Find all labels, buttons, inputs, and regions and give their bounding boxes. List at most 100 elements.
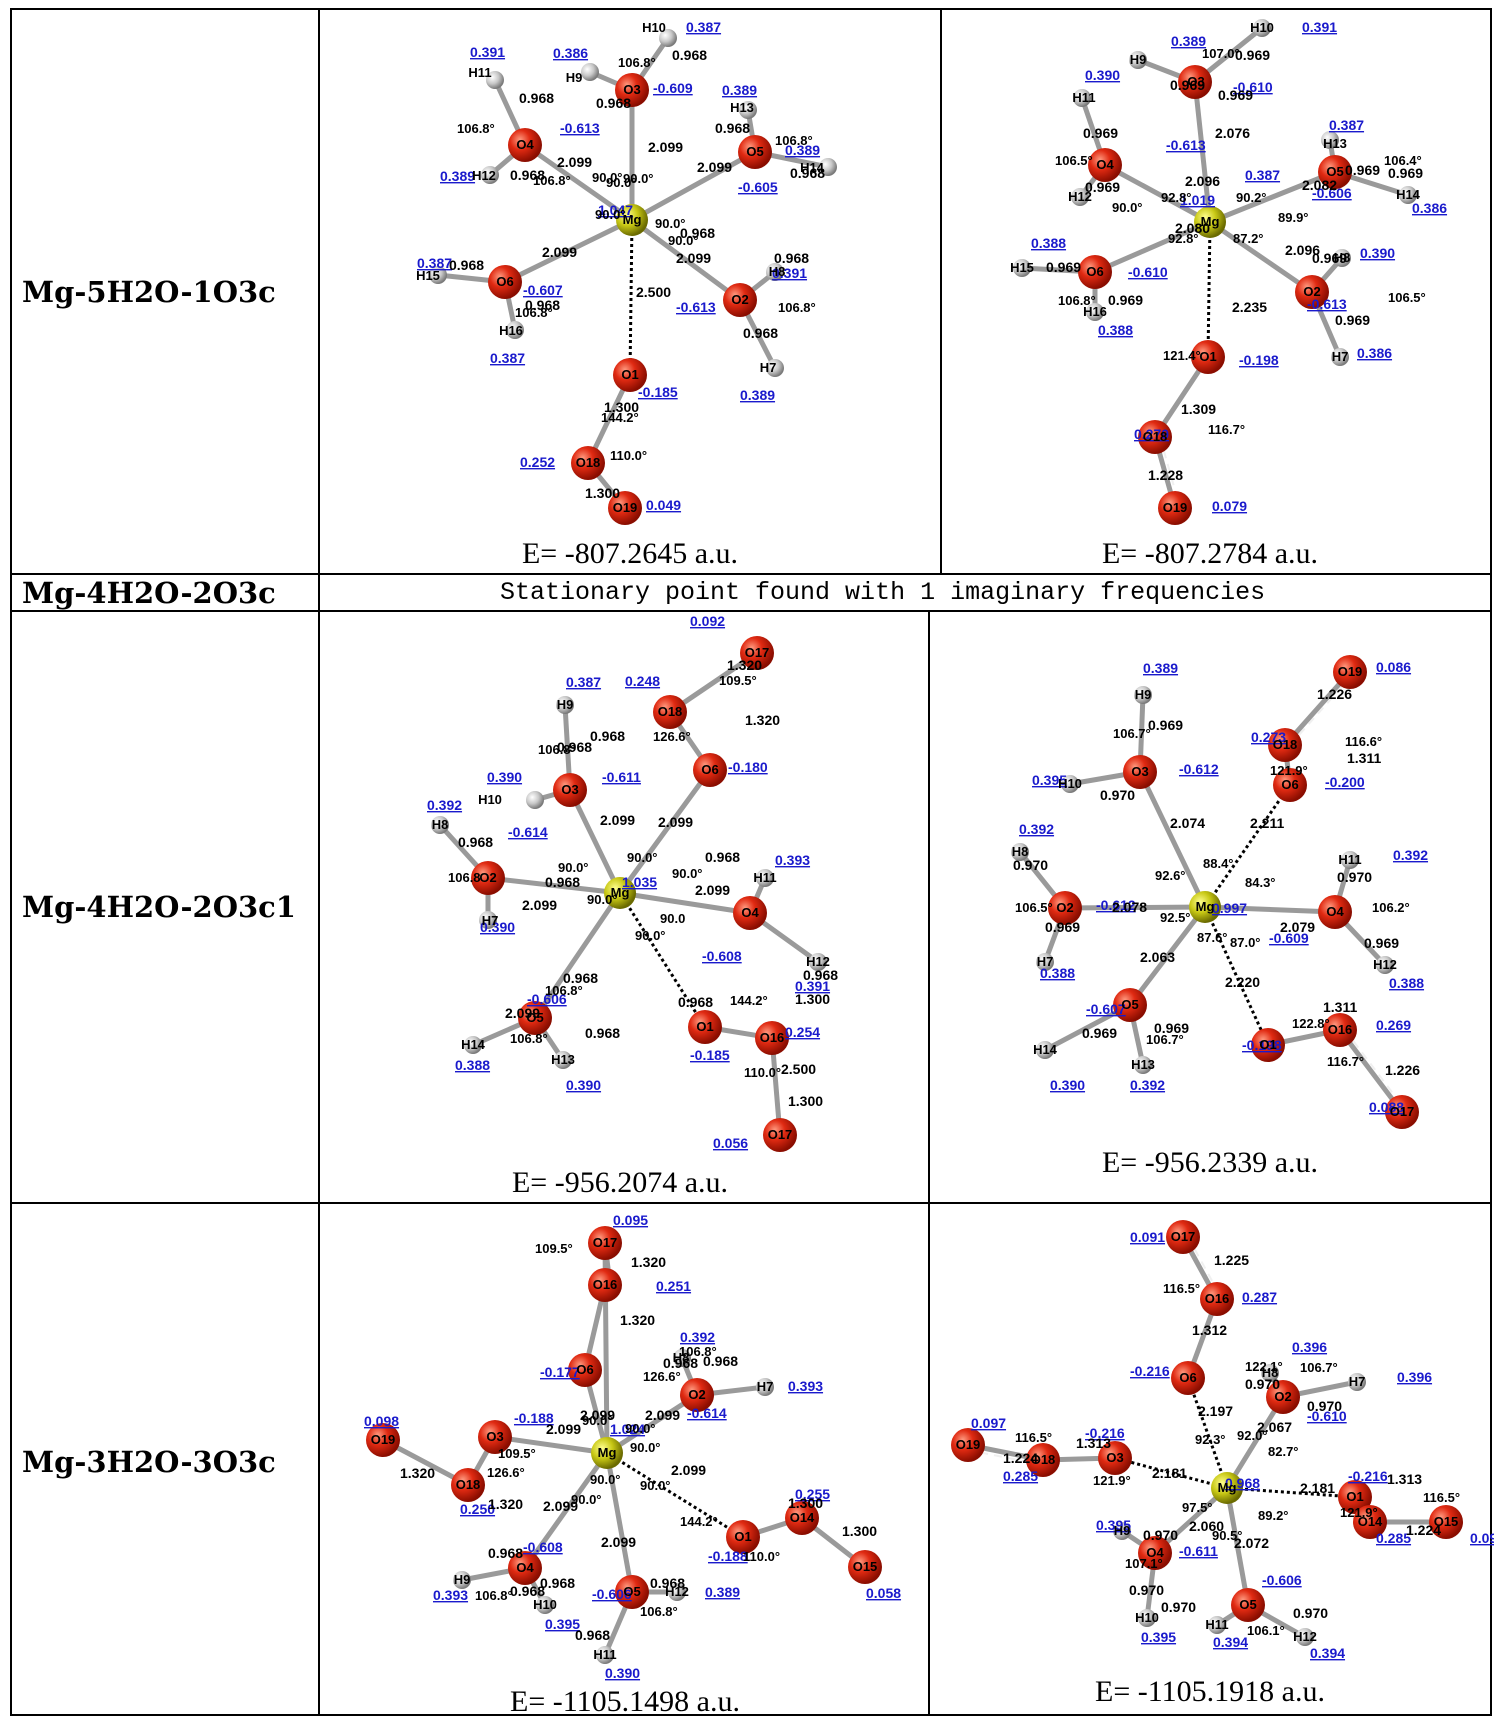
fig5-bond-label: 2.099 (671, 1462, 706, 1478)
fig2-angle-label: 116.7° (1208, 422, 1245, 437)
fig1-angle-label: 144.2° (601, 410, 639, 425)
fig5-atom-label: O14 (790, 1510, 815, 1525)
fig5-charge-label: 0.098 (364, 1413, 399, 1429)
fig1-bond-label: 2.099 (676, 250, 711, 266)
fig4-bond-label: 2.211 (1250, 815, 1284, 831)
fig1-atom-label: O18 (576, 455, 601, 470)
fig5-atom-label: O4 (516, 1560, 534, 1575)
fig5-atom-label: O2 (688, 1387, 705, 1402)
vertical-divider-row1 (940, 8, 942, 573)
fig3-bond-label: 2.500 (781, 1061, 816, 1077)
fig2-angle-label: 121.4° (1163, 348, 1201, 363)
fig6-charge-label: 0.394 (1310, 1645, 1345, 1661)
fig6-atom-label: O17 (1171, 1229, 1196, 1244)
fig5-bond-label: 2.099 (580, 1407, 615, 1423)
fig2-charge-label: 0.390 (1360, 245, 1395, 261)
fig5-atom-label: O18 (456, 1477, 481, 1492)
fig1-charge-label: -0.607 (523, 282, 563, 298)
fig2-atom-label: H13 (1323, 136, 1347, 151)
fig6-atom-label: O1 (1346, 1489, 1363, 1504)
fig3-bond-label: 0.968 (545, 874, 580, 890)
molecule-figure-1: 0.387 0.391 0.386 -0.609 0.389 -0.613 0.389 0.3… (416, 19, 837, 525)
energy-row3-left: E= -956.2074 a.u. (511, 1166, 729, 1199)
fig6-charge-label: 0.394 (1213, 1634, 1248, 1650)
fig6-angle-label: 116.5° (1423, 1490, 1460, 1505)
fig4-angle-label: 122.8° (1292, 1016, 1330, 1031)
fig3-atom-label: Mg (611, 885, 630, 900)
fig2-charge-label: 0.270 (1134, 426, 1169, 442)
fig5-bond-label: 1.300 (842, 1523, 877, 1539)
fig2-charge-label: -0.613 (1307, 296, 1347, 312)
fig5-bond-label: 2.099 (645, 1407, 680, 1423)
fig6-bond-label: 0.970 (1245, 1376, 1280, 1392)
fig5-charge-label: 0.395 (545, 1616, 580, 1632)
fig5-bond-label: 1.320 (620, 1312, 655, 1328)
fig2-angle-label: 106.5° (1055, 153, 1093, 168)
fig2-angle-label: 90.0° (1112, 200, 1143, 215)
fig4-bond-label: 2.220 (1225, 974, 1260, 990)
fig1-atom-label: H16 (499, 323, 523, 338)
fig1-charge-label: -0.605 (738, 179, 778, 195)
fig5-atom-label: H10 (533, 1597, 557, 1612)
fig1-bond-label: 0.968 (510, 167, 545, 183)
fig6-charge-label: 0.285 (1003, 1468, 1038, 1484)
fig1-charge-label: 0.389 (722, 82, 757, 98)
fig5-angle-label: 144.2° (680, 1514, 718, 1529)
fig1-bond-label: 0.968 (680, 225, 715, 241)
fig1-atom-label: H11 (468, 65, 491, 80)
fig3-atom-label: H12 (806, 954, 830, 969)
fig6-atom-label: H7 (1349, 1374, 1366, 1389)
fig6-bond-label: 1.224 (1406, 1522, 1441, 1538)
fig5-charge-label: 0.389 (705, 1584, 740, 1600)
fig6-charge-label: 0.091 (1130, 1229, 1165, 1245)
fig6-charge-label: -0.606 (1262, 1572, 1302, 1588)
fig2-atom-label: O4 (1096, 157, 1114, 172)
fig1-atom-label: O5 (746, 144, 763, 159)
fig1-angle-label: 90.0° (592, 170, 623, 185)
fig5-charge-label: 0.255 (795, 1486, 830, 1502)
fig5-bond-label: 2.099 (543, 1498, 578, 1514)
fig1-atom-label: O1 (621, 367, 638, 382)
fig5-angle-label: 110.0° (743, 1549, 780, 1564)
fig2-charge-label: 1.019 (1180, 192, 1215, 208)
fig4-bond-label: 0.969 (1082, 1025, 1117, 1041)
fig4-angle-label: 121.9° (1270, 763, 1308, 778)
energy-row4-left: E= -1105.1498 a.u. (510, 1685, 740, 1718)
fig2-bond-label: 1.228 (1148, 467, 1183, 483)
fig1-bond-label: 0.968 (790, 165, 825, 181)
fig3-bond-label: 0.968 (563, 970, 598, 986)
fig5-bond-label: 2.099 (601, 1534, 636, 1550)
fig2-charge-label: 0.388 (1031, 235, 1066, 251)
fig2-bond-label: 0.969 (1235, 47, 1270, 63)
fig4-bond-label: 0.970 (1337, 869, 1372, 885)
fig6-bond-label: 2.067 (1257, 1419, 1292, 1435)
fig6-charge-label: 0.287 (1242, 1289, 1277, 1305)
fig6-bond-label: 0.970 (1129, 1582, 1164, 1598)
fig6-bond-label: 2.181 (1152, 1465, 1187, 1481)
fig1-charge-label: -0.609 (653, 80, 693, 96)
fig4-bond-label: 0.969 (1154, 1020, 1189, 1036)
fig6-angle-label: 116.5° (1015, 1430, 1052, 1445)
fig5-atom-label: O3 (486, 1429, 503, 1444)
fig5-atom-label: H8 (673, 1350, 690, 1365)
fig1-angle-label: 90.0° (595, 207, 626, 222)
fig3-atom-label: O16 (760, 1030, 785, 1045)
fig4-atom-label: H10 (1058, 776, 1082, 791)
horizontal-divider-1 (10, 573, 1492, 575)
fig3-bond-label: 0.968 (458, 834, 493, 850)
fig6-atom-label: H8 (1262, 1365, 1279, 1380)
fig4-bond-label: 2.079 (1280, 919, 1315, 935)
energy-row1-right: E= -807.2784 a.u. (1101, 537, 1319, 570)
fig6-angle-label: 92.0° (1237, 1428, 1268, 1443)
fig1-bond-label: 0.968 (449, 257, 484, 273)
fig2-charge-label: -0.606 (1312, 185, 1352, 201)
fig5-angle-label: 90.0° (625, 1421, 656, 1436)
fig3-charge-label: 0.392 (427, 797, 462, 813)
fig2-atom-label: O6 (1086, 264, 1103, 279)
fig3-charge-label: -0.614 (508, 824, 548, 840)
fig1-atom-label: H12 (472, 168, 496, 183)
fig2-charge-label: -0.610 (1233, 79, 1273, 95)
fig1-atom-label: H15 (416, 268, 440, 283)
fig5-charge-label: -0.608 (523, 1539, 563, 1555)
fig1-bond-label: 2.099 (542, 244, 577, 260)
